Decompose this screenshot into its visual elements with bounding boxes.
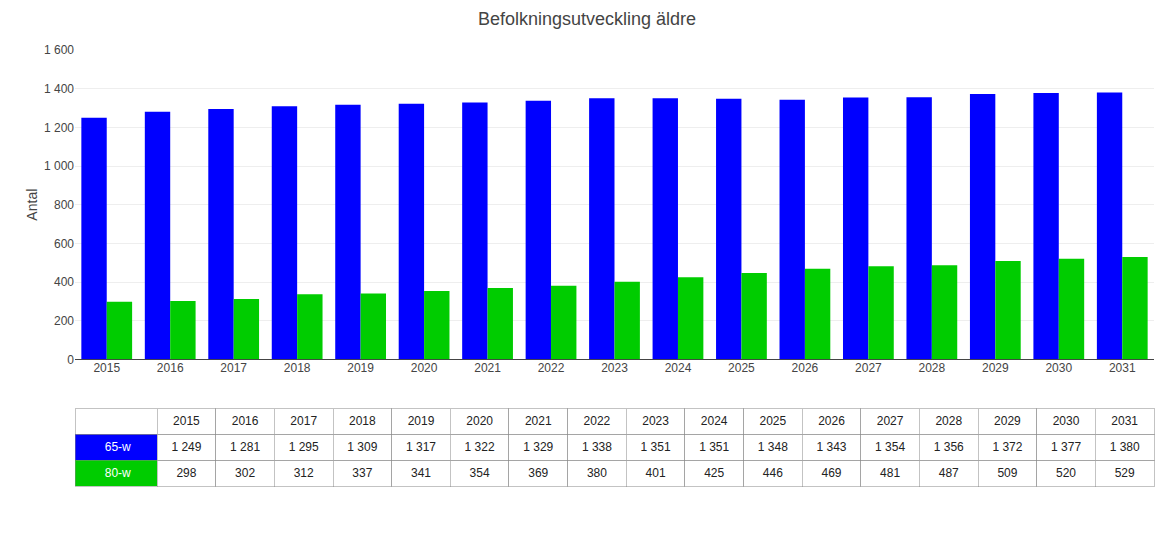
svg-text:1 000: 1 000	[44, 159, 74, 173]
svg-text:520: 520	[1056, 466, 1076, 480]
svg-text:80-w: 80-w	[101, 466, 131, 480]
svg-text:1 281: 1 281	[230, 440, 260, 454]
svg-text:400: 400	[54, 275, 74, 289]
svg-text:446: 446	[763, 466, 783, 480]
svg-text:2020: 2020	[466, 414, 493, 428]
svg-text:2020: 2020	[411, 361, 438, 375]
svg-text:Befolkningsutveckling äldre: Befolkningsutveckling äldre	[478, 9, 696, 29]
svg-text:2031: 2031	[1109, 361, 1136, 375]
svg-text:1 372: 1 372	[992, 440, 1022, 454]
svg-text:1 249: 1 249	[171, 440, 201, 454]
svg-text:1 295: 1 295	[289, 440, 319, 454]
svg-text:2022: 2022	[584, 414, 611, 428]
svg-text:Antal: Antal	[24, 189, 40, 221]
svg-text:1 377: 1 377	[1051, 440, 1081, 454]
svg-text:2024: 2024	[665, 361, 692, 375]
svg-text:200: 200	[54, 314, 74, 328]
svg-text:1 400: 1 400	[44, 82, 74, 96]
svg-text:380: 380	[587, 466, 607, 480]
svg-text:1 348: 1 348	[758, 440, 788, 454]
svg-text:529: 529	[1115, 466, 1135, 480]
svg-text:369: 369	[528, 466, 548, 480]
svg-text:341: 341	[411, 466, 431, 480]
svg-text:2030: 2030	[1045, 361, 1072, 375]
svg-text:2016: 2016	[232, 414, 259, 428]
svg-text:302: 302	[235, 466, 255, 480]
svg-text:2015: 2015	[173, 414, 200, 428]
svg-text:1 317: 1 317	[406, 440, 436, 454]
svg-text:2026: 2026	[818, 414, 845, 428]
svg-text:509: 509	[997, 466, 1017, 480]
svg-text:312: 312	[294, 466, 314, 480]
svg-text:2024: 2024	[701, 414, 728, 428]
svg-text:425: 425	[704, 466, 724, 480]
svg-text:298: 298	[176, 466, 196, 480]
svg-text:2016: 2016	[157, 361, 184, 375]
svg-text:1 600: 1 600	[44, 43, 74, 57]
svg-text:2018: 2018	[284, 361, 311, 375]
svg-text:2021: 2021	[474, 361, 501, 375]
svg-text:2028: 2028	[935, 414, 962, 428]
svg-text:0: 0	[67, 353, 74, 367]
svg-text:1 354: 1 354	[875, 440, 905, 454]
svg-text:2029: 2029	[982, 361, 1009, 375]
svg-text:337: 337	[352, 466, 372, 480]
svg-text:1 322: 1 322	[465, 440, 495, 454]
svg-text:2018: 2018	[349, 414, 376, 428]
svg-text:800: 800	[54, 198, 74, 212]
svg-text:2023: 2023	[642, 414, 669, 428]
svg-text:2029: 2029	[994, 414, 1021, 428]
svg-text:2015: 2015	[93, 361, 120, 375]
svg-text:2019: 2019	[408, 414, 435, 428]
svg-text:2026: 2026	[792, 361, 819, 375]
svg-text:2031: 2031	[1111, 414, 1138, 428]
svg-text:487: 487	[939, 466, 959, 480]
svg-text:2025: 2025	[759, 414, 786, 428]
svg-text:2021: 2021	[525, 414, 552, 428]
svg-text:2025: 2025	[728, 361, 755, 375]
svg-text:2023: 2023	[601, 361, 628, 375]
svg-text:1 329: 1 329	[523, 440, 553, 454]
svg-text:65-w: 65-w	[101, 440, 131, 454]
svg-text:1 338: 1 338	[582, 440, 612, 454]
svg-text:1 351: 1 351	[699, 440, 729, 454]
svg-text:2030: 2030	[1053, 414, 1080, 428]
svg-text:1 343: 1 343	[816, 440, 846, 454]
svg-text:1 380: 1 380	[1110, 440, 1140, 454]
svg-text:1 200: 1 200	[44, 121, 74, 135]
svg-text:2019: 2019	[347, 361, 374, 375]
svg-text:600: 600	[54, 237, 74, 251]
svg-text:2022: 2022	[538, 361, 565, 375]
svg-text:2027: 2027	[877, 414, 904, 428]
svg-text:481: 481	[880, 466, 900, 480]
svg-text:2027: 2027	[855, 361, 882, 375]
svg-text:354: 354	[470, 466, 490, 480]
svg-text:469: 469	[821, 466, 841, 480]
svg-text:1 356: 1 356	[934, 440, 964, 454]
svg-text:1 309: 1 309	[347, 440, 377, 454]
svg-text:2028: 2028	[918, 361, 945, 375]
svg-text:401: 401	[646, 466, 666, 480]
svg-text:2017: 2017	[290, 414, 317, 428]
svg-text:2017: 2017	[220, 361, 247, 375]
svg-text:1 351: 1 351	[641, 440, 671, 454]
